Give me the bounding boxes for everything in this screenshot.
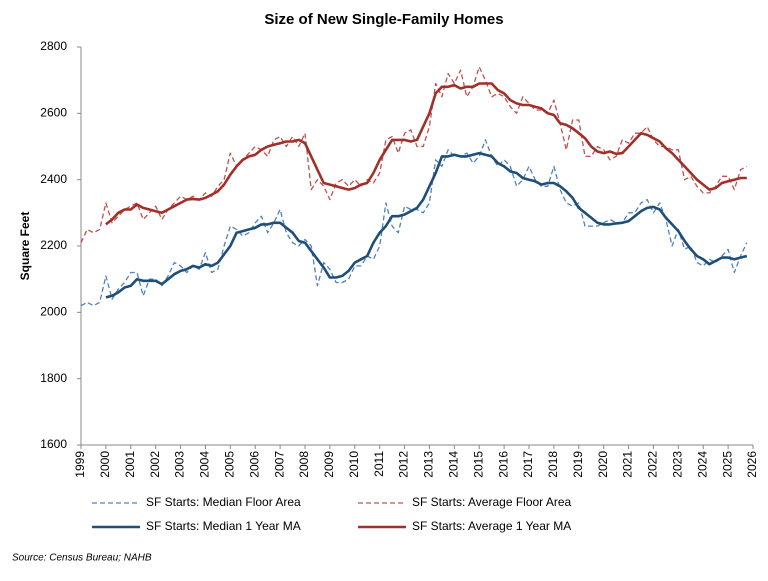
series-line <box>80 139 748 307</box>
x-tick-label: 2024 <box>695 451 709 478</box>
series-line <box>105 82 747 226</box>
x-tick-label: 2004 <box>198 451 212 478</box>
y-tick-label: 2800 <box>40 39 67 53</box>
x-tick-label: 2003 <box>173 451 187 478</box>
x-tick-label: 2020 <box>596 451 610 478</box>
legend-label: SF Starts: Median 1 Year MA <box>146 519 301 533</box>
x-tick-label: 2015 <box>471 451 485 478</box>
series-line <box>80 66 748 243</box>
x-tick-label: 2007 <box>272 451 286 478</box>
x-tick-label: 2010 <box>347 451 361 478</box>
x-tick-label: 1999 <box>73 451 87 478</box>
x-tick-label: 2016 <box>496 451 510 478</box>
x-tick-label: 2009 <box>322 451 336 478</box>
x-tick-label: 2008 <box>297 451 311 478</box>
x-tick-label: 2017 <box>521 451 535 478</box>
x-tick-label: 2005 <box>223 451 237 478</box>
y-axis-label: Square Feet <box>18 212 32 281</box>
x-tick-label: 2011 <box>372 451 386 477</box>
x-tick-label: 2006 <box>247 451 261 478</box>
x-tick-label: 2014 <box>447 451 461 478</box>
x-tick-label: 2021 <box>621 451 635 478</box>
series-line <box>105 151 748 299</box>
x-tick-label: 2012 <box>397 451 411 478</box>
x-tick-label: 2001 <box>123 451 137 478</box>
y-tick-label: 2400 <box>40 172 67 186</box>
x-tick-label: 2013 <box>422 451 436 478</box>
legend-label: SF Starts: Average Floor Area <box>412 495 572 509</box>
x-tick-label: 2023 <box>671 451 685 478</box>
legend-label: SF Starts: Median Floor Area <box>146 495 301 509</box>
x-tick-label: 2019 <box>571 451 585 478</box>
y-tick-label: 2600 <box>40 106 67 120</box>
x-tick-label: 2018 <box>546 451 560 478</box>
x-tick-label: 2000 <box>98 451 112 478</box>
y-tick-label: 2000 <box>40 305 67 319</box>
y-tick-label: 2200 <box>40 238 67 252</box>
x-tick-label: 2002 <box>148 451 162 478</box>
source: Source: Census Bureau; NAHB <box>12 553 152 564</box>
x-tick-label: 2022 <box>646 451 660 478</box>
x-tick-label: 2025 <box>720 451 734 478</box>
chart-title: Size of New Single-Family Homes <box>264 11 503 28</box>
y-tick-label: 1800 <box>40 371 67 385</box>
x-tick-label: 2026 <box>745 451 759 478</box>
y-tick-label: 1600 <box>40 437 67 451</box>
legend-label: SF Starts: Average 1 Year MA <box>412 519 571 533</box>
